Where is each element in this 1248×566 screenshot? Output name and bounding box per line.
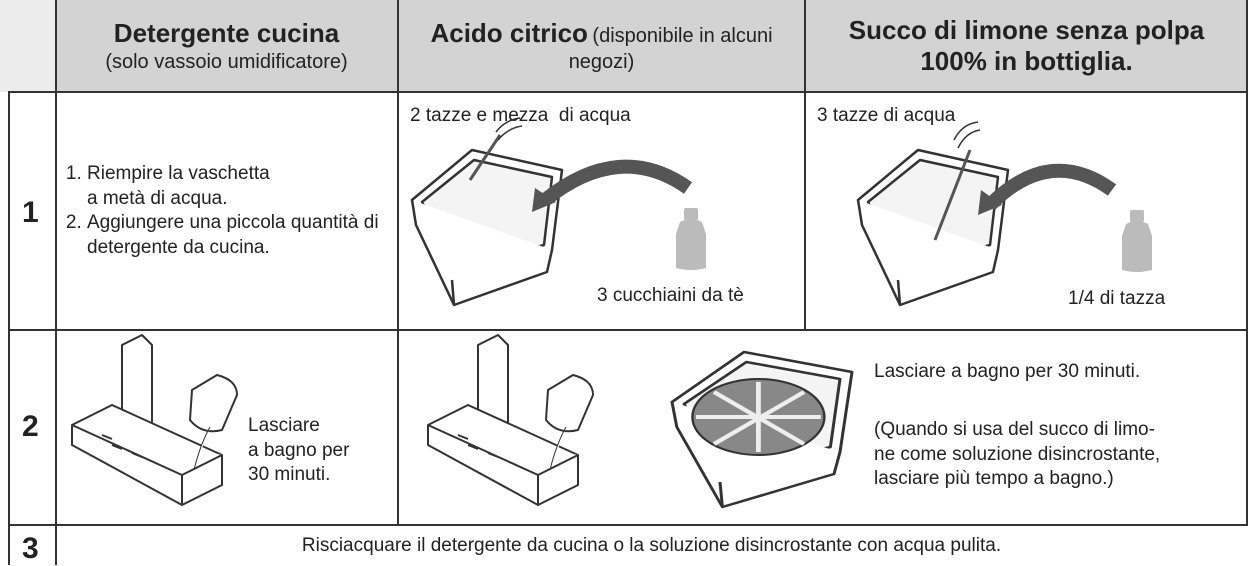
header-note: (disponibile in alcuni negozi) bbox=[568, 25, 773, 73]
motion-lines bbox=[953, 121, 981, 149]
bottle bbox=[676, 208, 706, 270]
water-text: 3 tazze di acqua bbox=[817, 105, 956, 126]
rule bbox=[8, 92, 10, 565]
rule bbox=[55, 0, 57, 565]
header-title: Detergente cucina bbox=[113, 18, 340, 49]
amount-text: 3 cucchiaini da tè bbox=[597, 285, 744, 306]
step-number: 1 bbox=[22, 196, 39, 229]
tray-illustration bbox=[410, 148, 564, 307]
stir-rod bbox=[933, 149, 972, 241]
rule bbox=[397, 330, 399, 525]
soak-text: Lasciare a bagno per 30 minuti. bbox=[248, 415, 350, 486]
header-title: Succo di limone senza polpa 100% in bott… bbox=[848, 14, 1205, 76]
tray-illustration bbox=[856, 148, 1010, 307]
bottle bbox=[1122, 210, 1152, 272]
tray-filter-illustration bbox=[670, 350, 854, 509]
arrow-head bbox=[978, 190, 1002, 215]
motion-lines bbox=[495, 117, 523, 141]
corner bbox=[0, 0, 55, 92]
amount-text: 1/4 di tazza bbox=[1068, 288, 1166, 309]
soak-text: Lasciare a bagno per 30 minuti. bbox=[874, 361, 1141, 382]
stir-rod bbox=[468, 134, 502, 181]
header-cell: Acido citrico (disponibile in alcuni neg… bbox=[398, 0, 805, 92]
arrow bbox=[985, 163, 1117, 211]
rule bbox=[8, 524, 1248, 526]
device-illustration bbox=[427, 334, 594, 506]
list-item: Riempire la vaschetta a metà di acqua. bbox=[87, 162, 382, 211]
header-note: (solo vassoio umidificatore) bbox=[105, 50, 348, 73]
soak-note: (Quando si usa del succo di limo- ne com… bbox=[874, 419, 1161, 490]
step-number: 3 bbox=[22, 532, 39, 565]
list-item: Aggiungere una piccola quantità di deter… bbox=[87, 211, 382, 260]
rule bbox=[1246, 0, 1248, 525]
arrow-head bbox=[532, 188, 556, 212]
rule bbox=[804, 0, 806, 330]
rule bbox=[397, 0, 399, 330]
header-cell: Detergente cucina (solo vassoio umidific… bbox=[55, 0, 398, 92]
water-text: 2 tazze e mezza di acqua bbox=[410, 105, 631, 126]
instruction-list: Riempire la vaschetta a metà di acqua. A… bbox=[62, 162, 382, 261]
header-cell: Succo di limone senza polpa 100% in bott… bbox=[805, 0, 1248, 92]
rule bbox=[8, 329, 1248, 331]
step-number: 2 bbox=[22, 410, 39, 443]
rinse-text: Risciacquare il detergente da cucina o l… bbox=[301, 535, 1002, 556]
device-illustration bbox=[71, 334, 238, 506]
arrow bbox=[540, 159, 693, 206]
rule bbox=[8, 91, 1248, 93]
header-title: Acido citrico bbox=[430, 18, 588, 49]
